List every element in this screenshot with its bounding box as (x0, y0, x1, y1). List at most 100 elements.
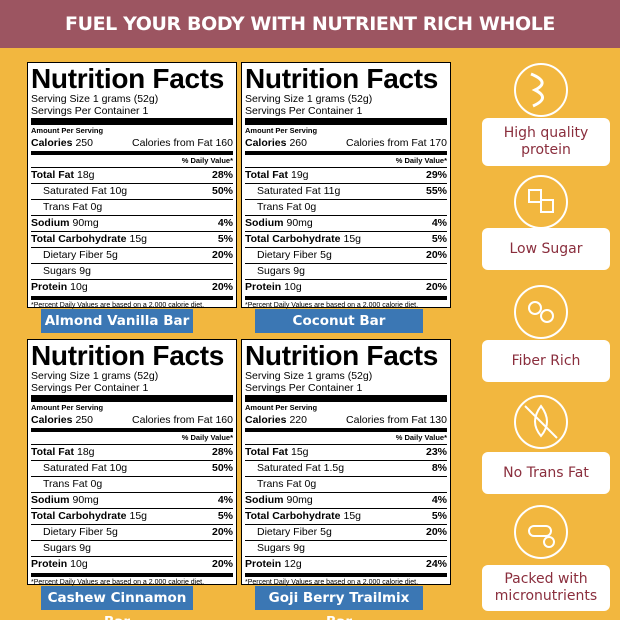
nutrient-name: Saturated Fat (43, 462, 107, 474)
nutrient-name: Protein (31, 281, 68, 293)
nutrient-row: Total Carbohydrate 15g 5% (245, 508, 447, 524)
daily-value: 24% (425, 558, 447, 570)
servings: Servings Per Container 1 (31, 105, 149, 117)
daily-value-header: % Daily Value* (395, 156, 447, 165)
nutrition-label: Nutrition Facts Serving Size 1 grams (52g… (241, 339, 451, 586)
nutrient-amount: 5g (320, 249, 332, 261)
nutrient-amount: 10g (109, 185, 128, 197)
daily-value: 5% (217, 510, 233, 522)
rule (31, 395, 233, 402)
nutrient-name: Total Fat (31, 446, 74, 458)
daily-value: 20% (425, 526, 447, 538)
nutrient-row: Total Fat 18g 28% (31, 444, 233, 460)
nutrient-amount: 5g (320, 526, 332, 538)
nutrient-amount: 5g (106, 526, 118, 538)
daily-value: 28% (211, 169, 233, 181)
label-title: Nutrition Facts (31, 340, 225, 371)
calories-value: 220 (289, 414, 307, 426)
nutrition-label: Nutrition Facts Serving Size 1 grams (52g… (241, 62, 451, 309)
nutrient-row: Protein 12g 24% (245, 556, 447, 572)
feature-icon (514, 395, 568, 449)
nutrient-row: Dietary Fiber 5g 20% (31, 247, 233, 263)
nutrient-amount: 10g (70, 558, 88, 570)
rule (31, 151, 233, 155)
daily-value: 28% (211, 446, 233, 458)
nutrient-row: Sugars 9g (245, 263, 447, 279)
calories-row: Calories 250 Calories from Fat 160 (31, 413, 233, 428)
nutrient-amount: 11g (323, 185, 341, 197)
nutrient-name: Trans Fat (43, 478, 88, 490)
calories-label: Calories (245, 137, 287, 149)
nutrient-name: Total Carbohydrate (31, 233, 127, 245)
serving-size: Serving Size 1 grams (52g) (245, 370, 373, 382)
nutrient-amount: 10g (284, 281, 302, 293)
nutrient-name: Saturated Fat (43, 185, 107, 197)
nutrient-name: Total Fat (245, 446, 288, 458)
rule (31, 573, 233, 577)
nutrient-amount: 10g (70, 281, 88, 293)
nutrient-row: Sodium 90mg 4% (245, 492, 447, 508)
daily-value: 55% (425, 185, 447, 197)
nutrient-name: Sugars (43, 265, 77, 277)
nutrient-name: Protein (245, 558, 282, 570)
feature-label: High quality protein (482, 118, 610, 166)
nutrient-amount: 90mg (286, 494, 313, 506)
nutrient-row: Sugars 9g (31, 540, 233, 556)
nutrient-name: Total Carbohydrate (245, 233, 341, 245)
nutrient-row: Trans Fat 0g (31, 199, 233, 215)
nutrient-row: Total Carbohydrate 15g 5% (31, 508, 233, 524)
daily-value: 50% (211, 462, 233, 474)
feature-label: Packed with micronutrients (482, 565, 610, 611)
nutrient-name: Trans Fat (257, 201, 302, 213)
nutrient-amount: 0g (90, 478, 103, 490)
nutrient-name: Protein (31, 558, 68, 570)
calories-fat: Calories from Fat 160 (132, 414, 233, 426)
daily-value-header: % Daily Value* (181, 156, 233, 165)
calories-row: Calories 250 Calories from Fat 160 (31, 136, 233, 151)
nutrient-amount: 0g (304, 201, 317, 213)
nutrient-row: Protein 10g 20% (245, 279, 447, 295)
daily-value: 23% (425, 446, 447, 458)
calories-label: Calories (31, 414, 73, 426)
rule (31, 428, 233, 432)
rule (245, 296, 447, 300)
nutrient-amount: 19g (290, 169, 309, 181)
nutrient-amount: 12g (284, 558, 302, 570)
daily-value: 20% (425, 249, 447, 261)
product-name: Almond Vanilla Bar (41, 309, 193, 333)
calories-row: Calories 260 Calories from Fat 170 (245, 136, 447, 151)
nutrient-amount: 18g (76, 169, 95, 181)
serving-size: Serving Size 1 grams (52g) (31, 370, 159, 382)
nutrient-amount: 9g (79, 265, 91, 277)
daily-value: 4% (431, 217, 447, 229)
feature-icon (514, 505, 568, 559)
calories-fat: Calories from Fat 170 (346, 137, 447, 149)
nutrient-name: Dietary Fiber (257, 249, 318, 261)
serving-size: Serving Size 1 grams (52g) (245, 93, 373, 105)
nutrient-name: Sugars (257, 542, 291, 554)
nutrient-name: Sodium (245, 217, 284, 229)
calories-fat: Calories from Fat 160 (132, 137, 233, 149)
daily-value: 20% (425, 281, 447, 293)
daily-value: 20% (211, 526, 233, 538)
nutrient-row: Total Fat 15g 23% (245, 444, 447, 460)
nutrient-name: Total Fat (245, 169, 288, 181)
nutrient-name: Sugars (43, 542, 77, 554)
amount-per-serving: Amount Per Serving (31, 126, 104, 135)
feature-icon (514, 63, 568, 117)
nutrient-amount: 9g (79, 542, 91, 554)
footnote: *Percent Daily Values are based on a 2,0… (245, 579, 419, 586)
servings: Servings Per Container 1 (245, 105, 363, 117)
banner-title: FUEL YOUR BODY WITH NUTRIENT RICH WHOLE … (0, 0, 620, 83)
daily-value: 5% (431, 233, 447, 245)
daily-value: 20% (211, 281, 233, 293)
nutrient-name: Sodium (31, 494, 70, 506)
nutrient-amount: 90mg (72, 217, 99, 229)
rule (245, 151, 447, 155)
rule (245, 118, 447, 125)
nutrient-row: Sodium 90mg 4% (31, 215, 233, 231)
calories-value: 250 (75, 137, 93, 149)
nutrient-amount: 10g (109, 462, 128, 474)
daily-value: 29% (425, 169, 447, 181)
